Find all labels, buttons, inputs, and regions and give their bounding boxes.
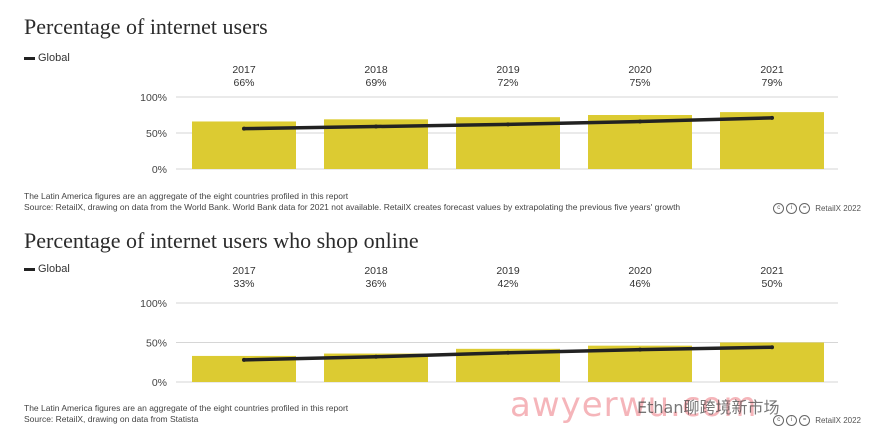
y-tick-label: 100% bbox=[140, 298, 167, 310]
global-point bbox=[638, 347, 642, 352]
y-tick-label: 0% bbox=[152, 164, 167, 176]
bar-value-label: 50% bbox=[761, 278, 782, 290]
bar-value-label: 75% bbox=[629, 77, 650, 89]
credit-text: RetailX 2022 bbox=[815, 204, 861, 213]
chart-2-source: Source: RetailX, drawing on data from St… bbox=[24, 414, 199, 424]
chart-1-credit: c i = RetailX 2022 bbox=[773, 203, 861, 214]
legend-line-swatch bbox=[24, 56, 35, 60]
category-label: 2021 bbox=[760, 64, 784, 76]
legend-line-swatch bbox=[24, 267, 35, 271]
bar-value-label: 42% bbox=[497, 278, 518, 290]
eq-icon: = bbox=[799, 415, 811, 426]
category-label: 2019 bbox=[496, 265, 520, 277]
category-label: 2017 bbox=[232, 265, 256, 277]
cc-icon: c bbox=[773, 415, 785, 426]
global-point bbox=[770, 115, 774, 120]
chart-1-title: Percentage of internet users bbox=[24, 14, 268, 39]
y-tick-label: 0% bbox=[152, 377, 167, 389]
chart-2-title: Percentage of internet users who shop on… bbox=[24, 228, 419, 253]
chart-2-credit: c i = RetailX 2022 bbox=[773, 415, 861, 426]
global-point bbox=[770, 345, 774, 350]
bar-value-label: 69% bbox=[365, 77, 386, 89]
by-icon: i bbox=[786, 203, 798, 214]
y-tick-label: 50% bbox=[146, 128, 167, 140]
eq-icon: = bbox=[799, 203, 811, 214]
bar-value-label: 36% bbox=[365, 278, 386, 290]
category-label: 2017 bbox=[232, 64, 256, 76]
global-point bbox=[506, 122, 510, 127]
global-point bbox=[242, 126, 246, 131]
legend-label-global: Global bbox=[38, 52, 70, 64]
global-point bbox=[374, 354, 378, 359]
global-point bbox=[242, 357, 246, 362]
bar-value-label: 72% bbox=[497, 77, 518, 89]
global-point bbox=[506, 350, 510, 355]
chart-2-notes: The Latin America figures are an aggrega… bbox=[24, 403, 348, 425]
y-tick-label: 100% bbox=[140, 92, 167, 104]
category-label: 2020 bbox=[628, 265, 652, 277]
chart-2-legend: Global bbox=[24, 263, 70, 275]
watermark-logo: awyerwu.com bbox=[510, 385, 758, 425]
legend-label-global: Global bbox=[38, 263, 70, 275]
bar-value-label: 33% bbox=[233, 278, 254, 290]
chart-2-note: The Latin America figures are an aggrega… bbox=[24, 403, 349, 413]
bar-value-label: 46% bbox=[629, 278, 650, 290]
category-label: 2021 bbox=[760, 265, 784, 277]
bar-value-label: 66% bbox=[233, 77, 254, 89]
chart-1-source: Source: RetailX, drawing on data from th… bbox=[24, 202, 681, 212]
category-label: 2018 bbox=[364, 265, 388, 277]
y-tick-label: 50% bbox=[146, 338, 167, 350]
chart-1-note: The Latin America figures are an aggrega… bbox=[24, 191, 349, 201]
bar bbox=[588, 115, 692, 169]
watermark-caption: Ethan聊跨境新市场 bbox=[637, 398, 780, 417]
global-point bbox=[374, 124, 378, 129]
category-label: 2020 bbox=[628, 64, 652, 76]
chart-1-notes: The Latin America figures are an aggrega… bbox=[24, 191, 680, 213]
cc-icon: c bbox=[773, 203, 785, 214]
category-label: 2019 bbox=[496, 64, 520, 76]
bar-value-label: 79% bbox=[761, 77, 782, 89]
global-point bbox=[638, 119, 642, 124]
by-icon: i bbox=[786, 415, 798, 426]
credit-text: RetailX 2022 bbox=[815, 416, 861, 425]
category-label: 2018 bbox=[364, 64, 388, 76]
bar bbox=[720, 112, 824, 169]
chart-1-legend: Global bbox=[24, 52, 70, 64]
